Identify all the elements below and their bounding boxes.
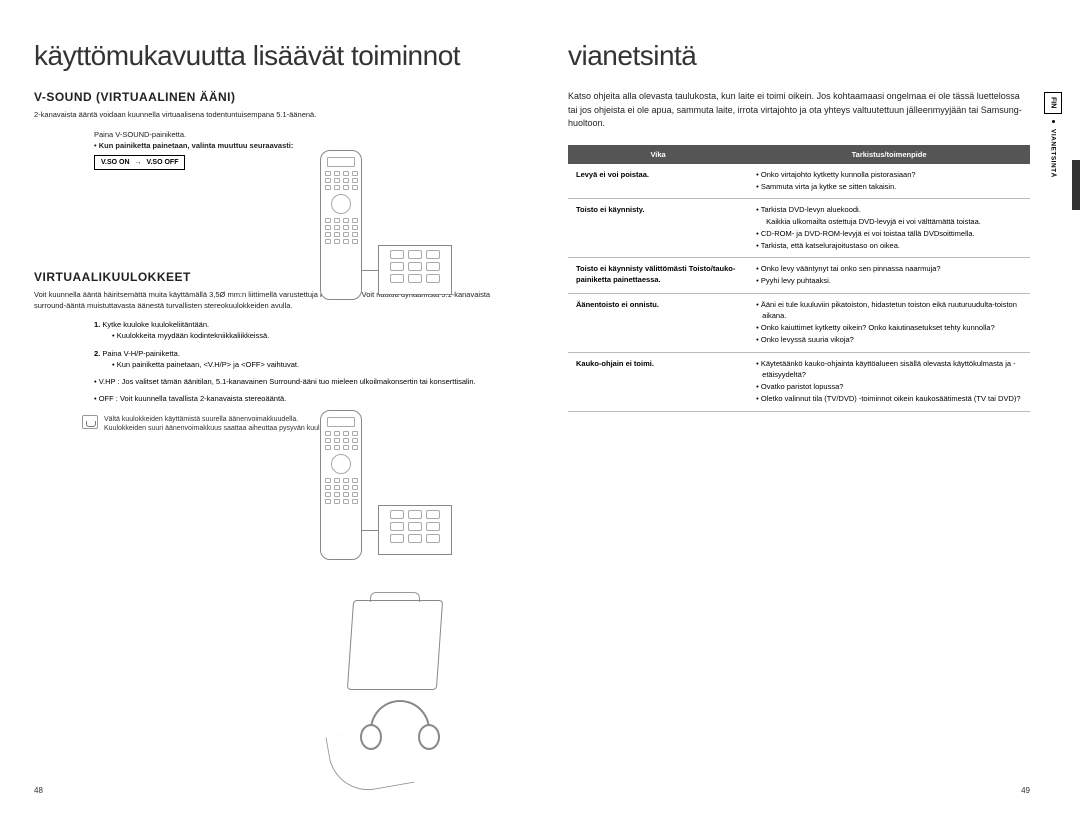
arrow-icon: → <box>134 159 141 166</box>
side-tab: FIN VIANETSINTÄ <box>1044 92 1062 178</box>
vsound-heading: V-SOUND (VIRTUAALINEN ÄÄNI) <box>34 90 512 104</box>
note-icon <box>82 415 98 429</box>
table-row: Kauko-ohjain ei toimi.• Käytetäänkö kauk… <box>568 352 1030 411</box>
vsound-toggle: V.SO ON → V.SO OFF <box>94 155 185 170</box>
vhp-mode-1: • V.HP : Jos valitset tämän äänitilan, 5… <box>94 376 512 387</box>
side-marker <box>1072 160 1080 210</box>
remote-illustration-2 <box>320 410 450 560</box>
page-number-right: 49 <box>1021 786 1030 795</box>
toggle-off: V.SO OFF <box>146 159 178 166</box>
note-text: Vältä kuulokkeiden käyttämistä suurella … <box>104 415 348 435</box>
section-tab: VIANETSINTÄ <box>1050 129 1057 178</box>
fix-cell: • Tarkista DVD-levyn aluekoodi.Kaikkia u… <box>748 199 1030 258</box>
fix-cell: • Onko levy vääntynyt tai onko sen pinna… <box>748 258 1030 294</box>
vhp-steps: 1. Kytke kuuloke kuulokeliitäntään. • Ku… <box>34 319 512 405</box>
vhp-mode-2: • OFF : Voit kuunnella tavallista 2-kana… <box>94 393 512 404</box>
troubleshooting-table: Vika Tarkistus/toimenpide Levyä ei voi p… <box>568 145 1030 412</box>
lang-tab: FIN <box>1044 92 1062 114</box>
fault-cell: Levyä ei voi poistaa. <box>568 164 748 199</box>
toggle-on: V.SO ON <box>101 159 130 166</box>
bullet-icon <box>1052 120 1055 123</box>
right-intro: Katso ohjeita alla olevasta taulukosta, … <box>568 90 1030 131</box>
table-row: Toisto ei käynnisty.• Tarkista DVD-levyn… <box>568 199 1030 258</box>
left-page: käyttömukavuutta lisäävät toiminnot V-SO… <box>0 0 540 817</box>
vhp-item-1: 1. Kytke kuuloke kuulokeliitäntään. • Ku… <box>94 319 512 342</box>
fault-cell: Toisto ei käynnisty. <box>568 199 748 258</box>
remote-illustration-1 <box>320 150 450 300</box>
table-row: Toisto ei käynnisty välittömästi Toisto/… <box>568 258 1030 294</box>
fix-cell: • Onko virtajohto kytketty kunnolla pist… <box>748 164 1030 199</box>
fault-cell: Toisto ei käynnisty välittömästi Toisto/… <box>568 258 748 294</box>
right-page: vianetsintä Katso ohjeita alla olevasta … <box>540 0 1080 817</box>
vsound-step1: Paina V-SOUND-painiketta. <box>94 129 512 140</box>
th-fault: Vika <box>568 145 748 164</box>
fault-cell: Äänentoisto ei onnistu. <box>568 293 748 352</box>
fix-cell: • Käytetäänkö kauko-ohjainta käyttöaluee… <box>748 352 1030 411</box>
headphone-illustration <box>310 600 470 780</box>
table-body: Levyä ei voi poistaa.• Onko virtajohto k… <box>568 164 1030 412</box>
right-main-title: vianetsintä <box>568 40 1030 72</box>
table-row: Äänentoisto ei onnistu.• Ääni ei tule ku… <box>568 293 1030 352</box>
th-fix: Tarkistus/toimenpide <box>748 145 1030 164</box>
fix-cell: • Ääni ei tule kuuluviin pikatoiston, hi… <box>748 293 1030 352</box>
left-main-title: käyttömukavuutta lisäävät toiminnot <box>34 40 512 72</box>
vsound-lead: 2-kanavaista ääntä voidaan kuunnella vir… <box>34 110 512 121</box>
fault-cell: Kauko-ohjain ei toimi. <box>568 352 748 411</box>
table-row: Levyä ei voi poistaa.• Onko virtajohto k… <box>568 164 1030 199</box>
vhp-item-2: 2. Paina V-H/P-painiketta. • Kun painike… <box>94 348 512 371</box>
page-number-left: 48 <box>34 786 43 795</box>
